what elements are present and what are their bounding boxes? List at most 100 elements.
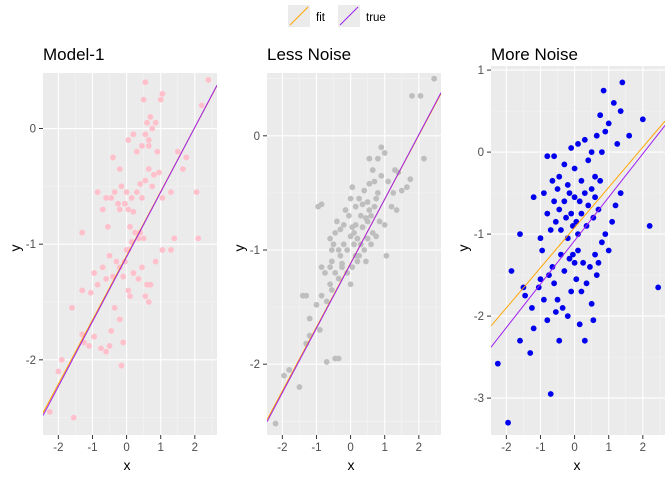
data-point <box>431 75 438 82</box>
data-point <box>527 350 534 356</box>
data-point <box>349 264 356 271</box>
data-point <box>281 372 287 379</box>
data-point <box>605 120 612 127</box>
data-point <box>149 183 156 190</box>
data-point <box>593 272 600 278</box>
data-point <box>575 231 581 238</box>
data-point <box>58 356 65 363</box>
data-point <box>351 241 357 248</box>
data-point <box>120 339 127 346</box>
data-point <box>133 148 140 155</box>
data-point <box>123 189 130 196</box>
data-point <box>508 268 515 274</box>
data-point <box>561 161 568 168</box>
data-point <box>69 304 75 311</box>
data-point <box>108 328 115 334</box>
data-point <box>571 165 578 172</box>
plot-area: -2 -1 0 1 2 -2 -1 0 <box>250 73 441 454</box>
data-point <box>373 233 380 240</box>
data-point <box>118 183 125 190</box>
lines <box>491 120 665 348</box>
data-point <box>417 92 424 99</box>
data-point <box>142 177 149 184</box>
data-point <box>390 190 397 196</box>
x-axis-title: x <box>574 457 581 473</box>
data-point <box>587 264 593 270</box>
legend-label-fit: fit <box>316 12 326 24</box>
data-point <box>558 251 564 258</box>
data-point <box>609 218 616 225</box>
data-point <box>318 264 325 271</box>
legend-line-true <box>339 6 359 26</box>
data-point <box>357 212 364 219</box>
data-point <box>193 189 200 196</box>
data-point <box>371 203 378 210</box>
data-point <box>409 92 415 99</box>
data-point <box>547 227 554 233</box>
data-point <box>646 223 653 229</box>
data-point <box>159 90 166 97</box>
y-axis-title: y <box>231 245 247 252</box>
panel-more-noise: -2 -1 0 1 2 -3 -2 -1 0 1 More Noise x y <box>455 45 665 473</box>
data-point <box>205 77 212 83</box>
data-point <box>364 235 371 242</box>
data-point <box>421 155 427 162</box>
data-point <box>332 229 339 236</box>
y-tick-label: -2 <box>474 311 484 323</box>
data-point <box>537 276 544 283</box>
data-point <box>91 270 98 276</box>
fit-line <box>491 120 665 327</box>
data-point <box>145 166 152 172</box>
data-point <box>556 337 563 344</box>
data-point <box>345 212 352 219</box>
data-point <box>588 149 595 156</box>
data-point <box>549 177 556 184</box>
y-tick-label: -3 <box>474 393 484 405</box>
data-point <box>140 235 147 242</box>
x-tick-label: -1 <box>311 442 321 454</box>
data-point <box>328 287 335 293</box>
data-point <box>349 184 356 191</box>
data-point <box>347 281 354 288</box>
data-point <box>103 348 110 355</box>
data-point <box>530 194 537 201</box>
data-point <box>174 148 181 155</box>
data-point <box>147 281 154 288</box>
data-point <box>359 224 366 231</box>
data-point <box>540 190 547 197</box>
data-point <box>318 201 325 208</box>
data-point <box>551 198 558 205</box>
data-point <box>113 258 120 265</box>
data-point <box>130 270 137 276</box>
data-point <box>576 321 583 328</box>
data-point <box>344 247 351 253</box>
plot-area: -2 -1 0 1 2 -2 -1 0 <box>26 73 217 454</box>
data-point <box>46 408 53 415</box>
data-point <box>592 251 598 258</box>
data-point <box>159 195 166 201</box>
data-point <box>573 276 580 283</box>
data-point <box>546 272 552 278</box>
true-line <box>491 125 665 348</box>
data-point <box>318 292 325 299</box>
data-point <box>552 309 559 315</box>
data-point <box>103 195 110 201</box>
data-point <box>335 247 342 253</box>
data-point <box>593 132 600 139</box>
data-point <box>323 359 330 365</box>
data-point <box>339 260 345 267</box>
data-point <box>544 210 551 217</box>
data-point <box>157 96 164 103</box>
data-point <box>142 79 149 86</box>
data-point <box>374 190 381 196</box>
data-point <box>373 195 380 202</box>
data-point <box>407 176 414 183</box>
data-point <box>568 210 575 217</box>
data-point <box>551 280 558 287</box>
data-point <box>612 202 619 209</box>
y-tick-label: 1 <box>478 65 484 77</box>
data-point <box>323 298 330 305</box>
legend-line-fit <box>289 6 309 26</box>
data-point <box>554 296 561 303</box>
